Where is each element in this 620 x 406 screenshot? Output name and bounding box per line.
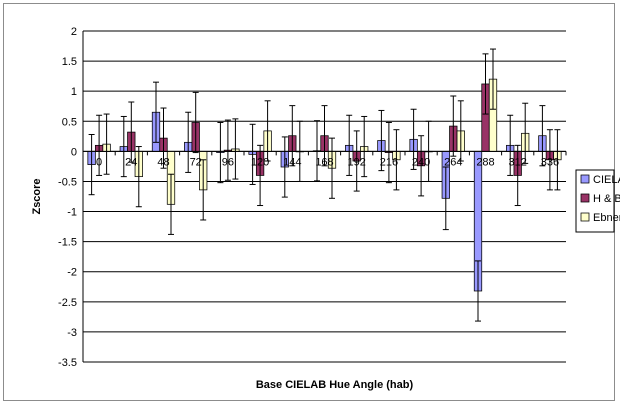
- legend-swatch: [580, 212, 590, 222]
- x-tick-label: 72: [190, 156, 202, 168]
- x-tick-label: 0: [96, 156, 102, 168]
- legend-label: H & B: [593, 193, 620, 205]
- x-tick-label: 264: [444, 156, 462, 168]
- y-tick-label: -1: [67, 207, 77, 219]
- y-tick-label: 0: [71, 146, 77, 158]
- y-tick-label: 0.5: [62, 116, 77, 128]
- y-tick-label: -1.5: [58, 237, 77, 249]
- error-bars: [88, 48, 561, 322]
- x-tick-label: 96: [222, 156, 234, 168]
- x-tick-label: 336: [541, 156, 559, 168]
- legend-label: CIELAB: [593, 174, 620, 186]
- y-tick-labels: 2 1.5 1 0.5 0 -0.5 -1 -1.5 -2 -2.5 -3 -3.5: [58, 26, 77, 369]
- y-tick-label: -2: [67, 267, 77, 279]
- x-axis-title: Base CIELAB Hue Angle (hab): [256, 379, 414, 391]
- x-tick-labels: 0 24 48 72 96 120 144 168 192 216 240 264 288 312 336: [96, 156, 559, 168]
- y-tick-label: -0.5: [58, 176, 77, 188]
- x-tick-label: 192: [348, 156, 366, 168]
- x-tick-label: 216: [380, 156, 398, 168]
- legend-swatch: [580, 193, 590, 203]
- axes: [82, 31, 567, 362]
- legend: CIELAB H & B Ebner: [575, 169, 620, 233]
- x-tick-label: 288: [476, 156, 494, 168]
- y-tick-label: -3.5: [58, 357, 77, 369]
- x-tick-label: 144: [283, 156, 301, 168]
- legend-label: Ebner: [593, 212, 620, 224]
- x-tick-label: 312: [509, 156, 527, 168]
- y-tick-label: 1: [71, 86, 77, 98]
- y-tick-label: -3: [67, 327, 77, 339]
- x-tick-label: 120: [251, 156, 269, 168]
- legend-swatch: [580, 174, 590, 184]
- y-axis-title: Zscore: [31, 178, 43, 214]
- x-tick-label: 24: [125, 156, 137, 168]
- x-tick-label: 48: [157, 156, 169, 168]
- y-tick-label: 1.5: [62, 56, 77, 68]
- y-tick-label: 2: [71, 26, 77, 38]
- x-tick-label: 240: [412, 156, 430, 168]
- y-tick-label: -2.5: [58, 297, 77, 309]
- x-tick-label: 168: [315, 156, 333, 168]
